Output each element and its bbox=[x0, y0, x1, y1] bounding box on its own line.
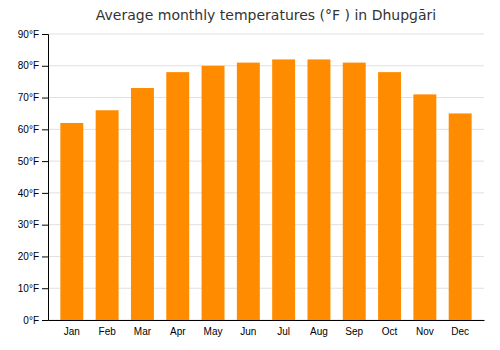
tick-mark bbox=[42, 129, 48, 130]
tick-mark bbox=[42, 288, 48, 289]
tick: Dec bbox=[451, 326, 469, 337]
tick-mark bbox=[42, 98, 48, 99]
bars bbox=[60, 59, 471, 320]
grid-line bbox=[48, 34, 484, 35]
bar bbox=[378, 72, 401, 320]
tick-label: Jun bbox=[240, 326, 256, 337]
tick-label: May bbox=[204, 326, 223, 337]
y-axis: 0°F 10°F 20°F 30°F 40°F 50°F 60°F 70°F 80°F 90°F bbox=[18, 29, 49, 326]
tick-mark bbox=[42, 256, 48, 257]
tick-label: 80°F bbox=[18, 60, 39, 71]
tick-mark bbox=[42, 34, 48, 35]
tick-mark bbox=[42, 193, 48, 194]
tick: 30°F bbox=[18, 219, 48, 230]
tick-label: Mar bbox=[134, 326, 152, 337]
tick: 90°F bbox=[18, 29, 48, 40]
tick: Jul bbox=[277, 326, 290, 337]
axis-line bbox=[49, 320, 485, 321]
bar bbox=[272, 59, 295, 320]
bar bbox=[166, 72, 189, 320]
tick: Mar bbox=[134, 326, 152, 337]
tick: 0°F bbox=[23, 315, 48, 326]
tick-mark bbox=[42, 161, 48, 162]
bar bbox=[449, 113, 472, 320]
tick-label: Aug bbox=[310, 326, 328, 337]
tick: Feb bbox=[99, 326, 117, 337]
tick-label: Jan bbox=[64, 326, 80, 337]
tick-label: 10°F bbox=[18, 283, 39, 294]
bar bbox=[131, 88, 154, 320]
bar bbox=[60, 123, 83, 320]
tick: Jun bbox=[240, 326, 256, 337]
tick-label: Apr bbox=[170, 326, 186, 337]
tick: Apr bbox=[170, 326, 186, 337]
tick-label: 0°F bbox=[23, 315, 39, 326]
tick: 80°F bbox=[18, 60, 48, 71]
tick: 40°F bbox=[18, 188, 48, 199]
tick-mark bbox=[42, 320, 48, 321]
tick: May bbox=[204, 326, 223, 337]
bar bbox=[202, 66, 225, 320]
title: Average monthly temperatures (°F ) in Dh… bbox=[96, 7, 436, 23]
tick-label: Jul bbox=[277, 326, 290, 337]
tick-label: Sep bbox=[345, 326, 363, 337]
tick-label: Oct bbox=[382, 326, 398, 337]
grid bbox=[48, 34, 484, 320]
tick-mark bbox=[42, 225, 48, 226]
tick-label: 60°F bbox=[18, 124, 39, 135]
tick: Nov bbox=[416, 326, 434, 337]
bar bbox=[96, 110, 119, 320]
tick-label: Nov bbox=[416, 326, 434, 337]
tick: 70°F bbox=[18, 92, 48, 103]
tick-label: 90°F bbox=[18, 29, 39, 40]
tick-label: Feb bbox=[99, 326, 117, 337]
tick-label: Dec bbox=[451, 326, 469, 337]
tick-label: 30°F bbox=[18, 219, 39, 230]
bar bbox=[343, 63, 366, 320]
tick-label: 70°F bbox=[18, 92, 39, 103]
tick-label: 40°F bbox=[18, 188, 39, 199]
tick-mark bbox=[42, 66, 48, 67]
tick: Sep bbox=[345, 326, 363, 337]
x-axis: Jan Feb Mar Apr May Jun Jul Aug Sep Oct Nov Dec bbox=[49, 321, 485, 338]
plot: 0°F 10°F 20°F 30°F 40°F 50°F 60°F 70°F 80°F 90°F J… bbox=[18, 29, 485, 337]
tick: Jan bbox=[64, 326, 80, 337]
tick: 50°F bbox=[18, 156, 48, 167]
tick: 60°F bbox=[18, 124, 48, 135]
tick: Aug bbox=[310, 326, 328, 337]
grid-line bbox=[48, 65, 484, 66]
tick-label: 50°F bbox=[18, 156, 39, 167]
tick-label: 20°F bbox=[18, 251, 39, 262]
chart: 0°F 10°F 20°F 30°F 40°F 50°F 60°F 70°F 80°F 90°F J… bbox=[0, 0, 500, 350]
tick: 10°F bbox=[18, 283, 48, 294]
axis-line bbox=[42, 35, 49, 321]
tick: 20°F bbox=[18, 251, 48, 262]
bar bbox=[413, 94, 436, 320]
bar bbox=[237, 63, 260, 320]
tick: Oct bbox=[382, 326, 398, 337]
bar bbox=[307, 59, 330, 320]
